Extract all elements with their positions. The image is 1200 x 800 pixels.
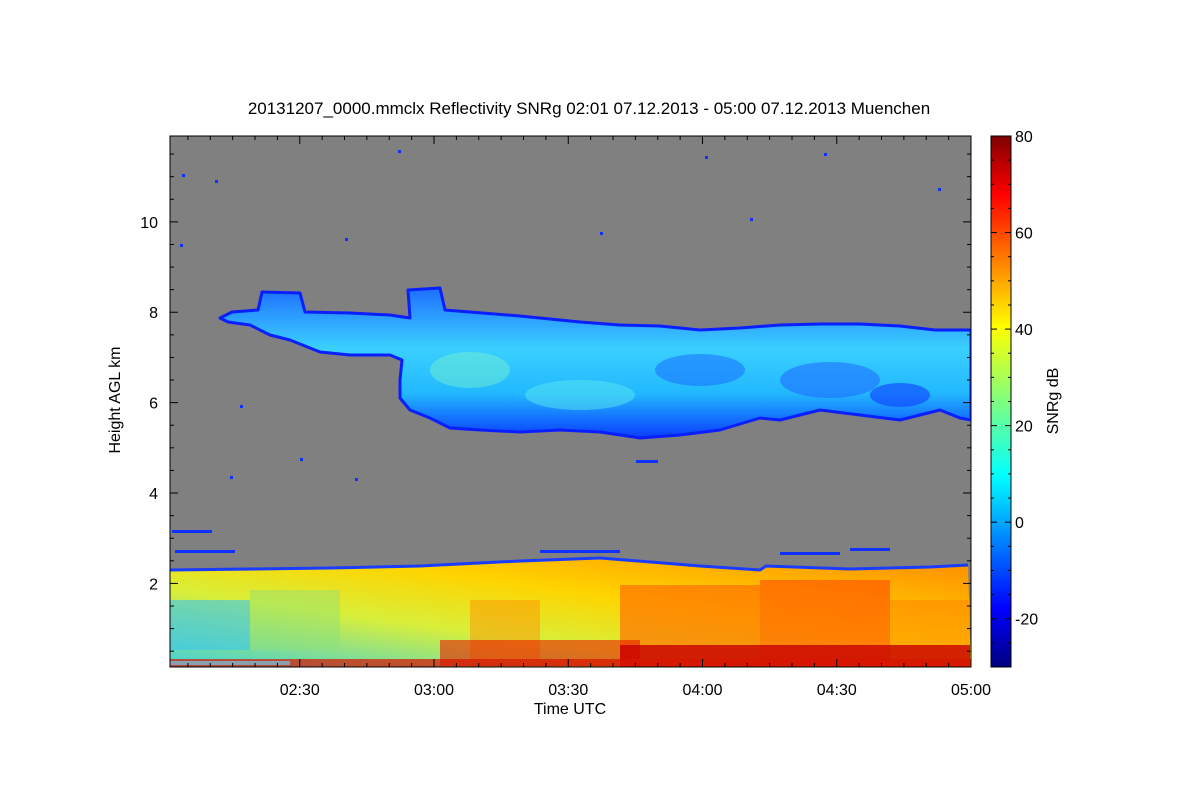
y-tick-label: 10 bbox=[140, 215, 158, 232]
noise-speckles bbox=[172, 150, 941, 555]
colorbar: 80 60 40 20 0 -20 SNRg dB bbox=[990, 129, 1062, 668]
colorbar-tick-label: -20 bbox=[1015, 612, 1038, 629]
y-tick-label: 2 bbox=[149, 576, 158, 593]
x-axis-label: Time UTC bbox=[534, 701, 606, 718]
x-tick-label: 02:30 bbox=[280, 682, 320, 699]
x-tick-label: 05:00 bbox=[951, 682, 991, 699]
x-tick-label: 03:00 bbox=[414, 682, 454, 699]
colorbar-tick-label: 20 bbox=[1015, 419, 1033, 436]
y-tick-label: 4 bbox=[149, 486, 158, 503]
mid-level-cloud-layer bbox=[218, 286, 971, 440]
y-axis-label: Height AGL km bbox=[107, 346, 124, 453]
colorbar-tick-label: 80 bbox=[1015, 129, 1033, 146]
chart-title: 20131207_0000.mmclx Reflectivity SNRg 02… bbox=[248, 99, 930, 118]
colorbar-ticks: 80 60 40 20 0 -20 bbox=[991, 129, 1038, 668]
x-tick-label: 03:30 bbox=[548, 682, 588, 699]
y-tick-label: 6 bbox=[149, 396, 158, 413]
plot-frame bbox=[169, 135, 972, 668]
plot-area bbox=[170, 136, 971, 667]
x-axis: 02:30 03:00 03:30 04:00 04:30 05:00 bbox=[187, 136, 991, 699]
colorbar-tick-label: 0 bbox=[1015, 515, 1024, 532]
y-tick-label: 8 bbox=[149, 305, 158, 322]
colorbar-tick-label: 40 bbox=[1015, 322, 1033, 339]
y-axis: 2 4 6 8 10 bbox=[140, 153, 971, 652]
x-tick-label: 04:30 bbox=[817, 682, 857, 699]
x-tick-label: 04:00 bbox=[682, 682, 722, 699]
boundary-layer-echo bbox=[170, 556, 971, 667]
colorbar-tick-label: 60 bbox=[1015, 226, 1033, 243]
colorbar-label: SNRg dB bbox=[1045, 368, 1062, 435]
